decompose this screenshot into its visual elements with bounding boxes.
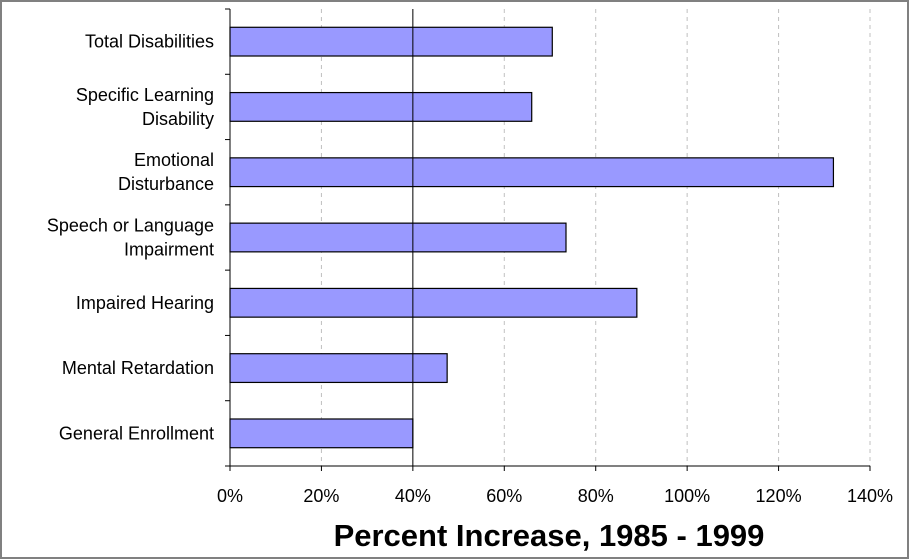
x-axis-title: Percent Increase, 1985 - 1999: [334, 518, 765, 553]
x-tick-label: 80%: [578, 486, 614, 506]
category-label-line: Speech or Language: [47, 216, 214, 236]
bar: [229, 157, 835, 188]
bars: [229, 26, 835, 449]
category-labels: Total Disabilities Specific Learning Disab…: [47, 32, 214, 444]
x-tick-label: 60%: [486, 486, 522, 506]
x-tick-label: 140%: [847, 486, 893, 506]
category-label: Total Disabilities: [85, 32, 214, 52]
category-label-line: Impaired Hearing: [76, 293, 214, 313]
category-label-line: Disability: [142, 109, 214, 129]
x-tick-label: 20%: [303, 486, 339, 506]
bar: [229, 222, 567, 253]
bar: [229, 353, 448, 384]
axes: [225, 8, 871, 471]
category-label-line: General Enrollment: [59, 423, 214, 443]
category-label-line: Emotional: [134, 150, 214, 170]
bar: [229, 91, 533, 122]
category-label-line: Impairment: [124, 240, 214, 260]
category-label: Specific Learning Disability: [76, 85, 214, 129]
category-label: Impaired Hearing: [76, 293, 214, 313]
category-label: Speech or Language Impairment: [47, 216, 214, 260]
x-tick-label: 40%: [395, 486, 431, 506]
x-tick-labels: 0% 20% 40% 60% 80% 100% 120% 140%: [217, 486, 893, 506]
category-label-line: Specific Learning: [76, 85, 214, 105]
bar: [229, 418, 414, 449]
x-tick-label: 0%: [217, 486, 243, 506]
category-label-line: Total Disabilities: [85, 32, 214, 52]
x-tick-label: 120%: [756, 486, 802, 506]
bar: [229, 287, 638, 318]
category-label: Mental Retardation: [62, 358, 214, 378]
x-tick-label: 100%: [664, 486, 710, 506]
category-label: General Enrollment: [59, 423, 214, 443]
category-label: Emotional Disturbance: [118, 150, 214, 194]
category-label-line: Disturbance: [118, 174, 214, 194]
category-label-line: Mental Retardation: [62, 358, 214, 378]
bar: [229, 26, 553, 57]
